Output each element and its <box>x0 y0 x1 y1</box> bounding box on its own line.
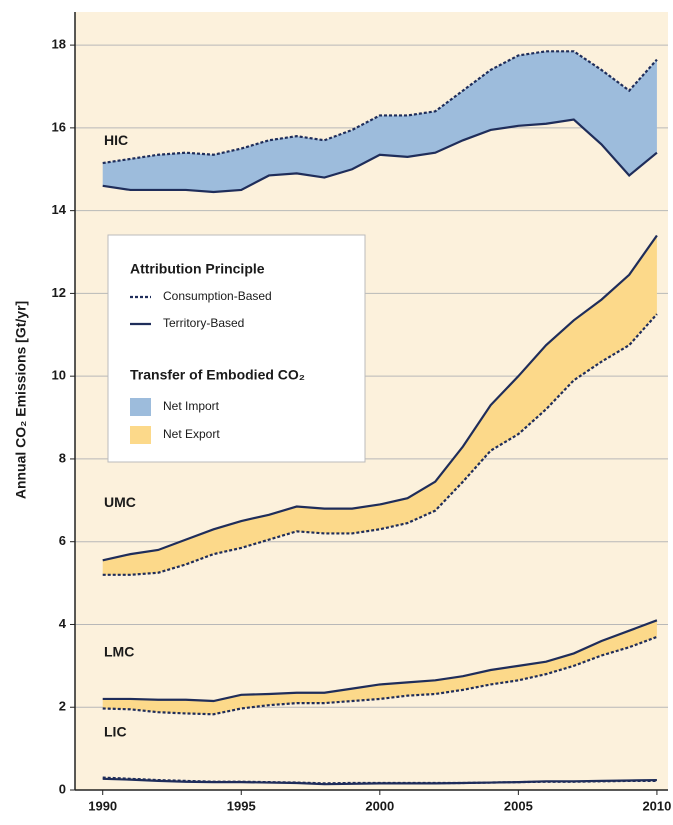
legend-title: Transfer of Embodied CO₂ <box>130 367 305 383</box>
legend-label: Net Import <box>163 399 220 413</box>
x-tick-label: 1995 <box>227 798 256 813</box>
territory-line <box>102 619 658 703</box>
y-tick-label: 14 <box>52 202 67 217</box>
y-tick-label: 12 <box>52 285 66 300</box>
territory-line <box>102 234 658 562</box>
consumption-line <box>102 313 658 576</box>
y-tick-label: 2 <box>59 699 66 714</box>
x-tick-label: 1990 <box>88 798 117 813</box>
legend: Attribution Principle Consumption-Based Te… <box>107 234 366 463</box>
y-tick-label: 16 <box>52 119 66 134</box>
legend-box <box>107 234 366 463</box>
group-label: UMC <box>104 494 136 510</box>
legend-swatch <box>130 426 151 444</box>
y-tick-label: 18 <box>52 37 66 52</box>
band-area <box>102 235 657 575</box>
band-area <box>102 51 657 193</box>
x-tick-label: 2010 <box>642 798 671 813</box>
x-tick-label: 2005 <box>504 798 533 813</box>
legend-label: Consumption-Based <box>163 289 272 303</box>
y-tick-label: 0 <box>59 781 66 796</box>
y-tick-label: 10 <box>52 368 66 383</box>
legend-label: Net Export <box>163 427 220 441</box>
y-tick-label: 4 <box>59 616 67 631</box>
group-label: HIC <box>104 132 128 148</box>
consumption-line <box>102 635 658 716</box>
band-area <box>102 620 657 715</box>
consumption-line <box>102 776 657 785</box>
consumption-line <box>102 50 658 165</box>
legend-label: Territory-Based <box>163 316 244 330</box>
y-tick-label: 6 <box>59 533 66 548</box>
y-axis-label: Annual CO₂ Emissions [Gt/yr] <box>13 301 29 499</box>
legend-title: Attribution Principle <box>130 261 265 277</box>
y-tick-label: 8 <box>59 450 66 465</box>
territory-line <box>102 118 658 194</box>
legend-swatch <box>130 398 151 416</box>
group-label: LIC <box>104 723 127 739</box>
x-tick-label: 2000 <box>365 798 394 813</box>
group-label: LMC <box>104 644 134 660</box>
